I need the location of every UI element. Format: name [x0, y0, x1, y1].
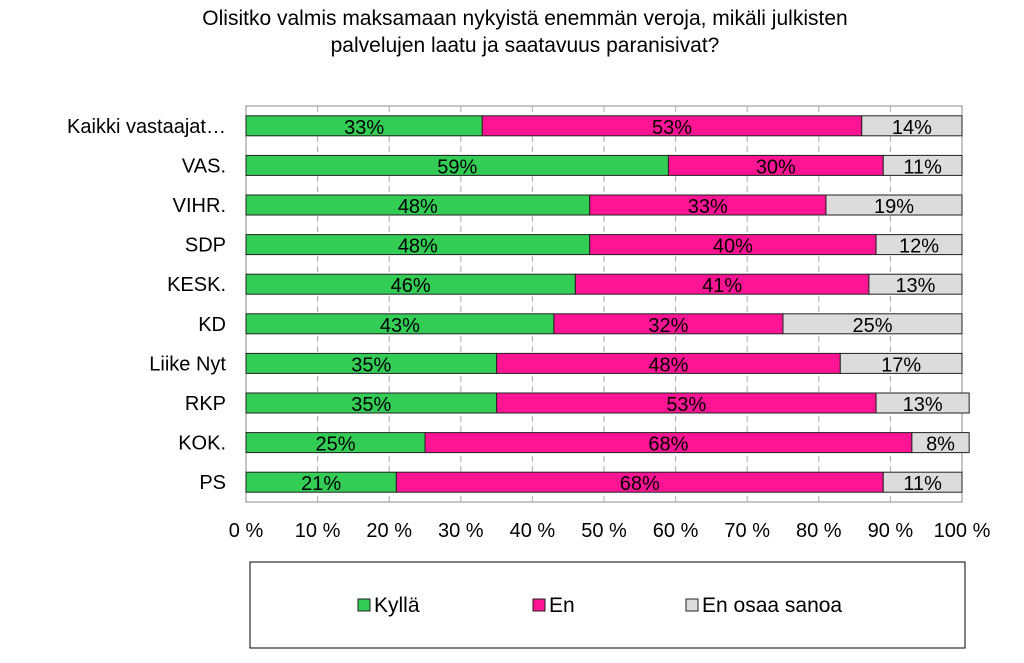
bar-value-label: 48%	[398, 196, 438, 218]
legend-swatch	[685, 598, 699, 612]
bar-value-label: 35%	[351, 354, 391, 376]
bar-value-label: 25%	[315, 434, 355, 456]
bar-segment	[782, 313, 963, 335]
bar-segment	[882, 471, 963, 493]
bar-value-label: 59%	[437, 156, 477, 178]
category-label: VAS.	[182, 155, 226, 177]
category-label: KESK.	[167, 274, 226, 296]
category-label: SDP	[185, 235, 226, 257]
category-labels: Kaikki vastaajat… VAS. VIHR. SDP KESK. KD Liik…	[67, 116, 226, 494]
bar-value-label: 48%	[398, 236, 438, 258]
bar-segment	[875, 392, 970, 414]
bar-value-label: 13%	[895, 275, 935, 297]
x-tick-label: 50 %	[581, 520, 627, 542]
bar-value-label: 25%	[852, 315, 892, 337]
bar-value-label: 35%	[351, 394, 391, 416]
legend-label: Kyllä	[374, 594, 420, 617]
bar-value-label: 12%	[899, 236, 939, 258]
category-label: Liike Nyt	[149, 353, 226, 375]
legend-swatch	[357, 598, 371, 612]
bar-value-label: 68%	[648, 434, 688, 456]
bar-value-label: 11%	[903, 473, 942, 495]
x-tick-label: 10 %	[295, 520, 341, 542]
bar-value-label: 17%	[881, 354, 921, 376]
bar-value-label: 46%	[391, 275, 431, 297]
x-tick-label: 80 %	[796, 520, 842, 542]
bar-segment	[911, 432, 970, 454]
bar-value-label: 32%	[648, 315, 688, 337]
bar-value-label: 53%	[652, 117, 692, 139]
x-tick-label: 60 %	[653, 520, 699, 542]
x-tick-label: 100 %	[934, 520, 991, 542]
category-label: Kaikki vastaajat…	[67, 116, 226, 138]
bar-value-label: 13%	[903, 394, 943, 416]
x-tick-label: 90 %	[868, 520, 914, 542]
bar-value-label: 33%	[344, 117, 384, 139]
bar-value-label: 8%	[926, 434, 955, 456]
bar-value-label: 43%	[380, 315, 420, 337]
x-axis-tick-labels: 0 % 10 % 20 % 30 % 40 % 50 % 60 % 70 % 80 % 90 % 1…	[229, 520, 991, 542]
x-tick-label: 0 %	[229, 520, 264, 542]
category-label: KD	[198, 314, 226, 336]
legend-box	[249, 561, 966, 649]
chart-title-line-2: palvelujen laatu ja saatavuus paranisiva…	[331, 34, 720, 57]
x-tick-label: 70 %	[724, 520, 770, 542]
bar-value-label: 14%	[892, 117, 932, 139]
bar-value-label: 33%	[688, 196, 728, 218]
bar-value-label: 41%	[702, 275, 742, 297]
category-label: PS	[199, 472, 226, 494]
legend-label: En	[549, 594, 575, 617]
bar-segment	[882, 154, 963, 176]
bar-segment	[825, 194, 963, 216]
bar-segment	[839, 352, 963, 374]
bar-value-label: 30%	[756, 156, 796, 178]
legend: Kyllä En En osaa sanoa	[249, 561, 966, 649]
bar-value-label: 11%	[903, 156, 942, 178]
bar-value-label: 19%	[874, 196, 914, 218]
bar-value-label: 21%	[301, 473, 341, 495]
bar-value-label: 68%	[620, 473, 660, 495]
bar-value-label: 53%	[666, 394, 706, 416]
x-tick-label: 30 %	[438, 520, 484, 542]
x-tick-label: 20 %	[366, 520, 412, 542]
x-tick-label: 40 %	[510, 520, 556, 542]
bars: 33% 53% 14% 59% 30% 11% 48% 33% 19% 48% 40% 12% 46% 4…	[245, 115, 970, 495]
chart-title-line-1: Olisitko valmis maksamaan nykyistä enemm…	[202, 7, 847, 30]
bar-value-label: 48%	[648, 354, 688, 376]
legend-label: En osaa sanoa	[702, 594, 842, 617]
legend-swatch	[532, 598, 546, 612]
category-label: VIHR.	[173, 195, 226, 217]
chart-title: Olisitko valmis maksamaan nykyistä enemm…	[202, 7, 847, 57]
category-label: KOK.	[178, 433, 226, 455]
bar-segment	[868, 273, 963, 295]
bar-value-label: 40%	[713, 236, 753, 258]
bar-segment	[875, 234, 963, 256]
category-label: RKP	[185, 393, 226, 415]
bar-segment	[861, 115, 963, 137]
